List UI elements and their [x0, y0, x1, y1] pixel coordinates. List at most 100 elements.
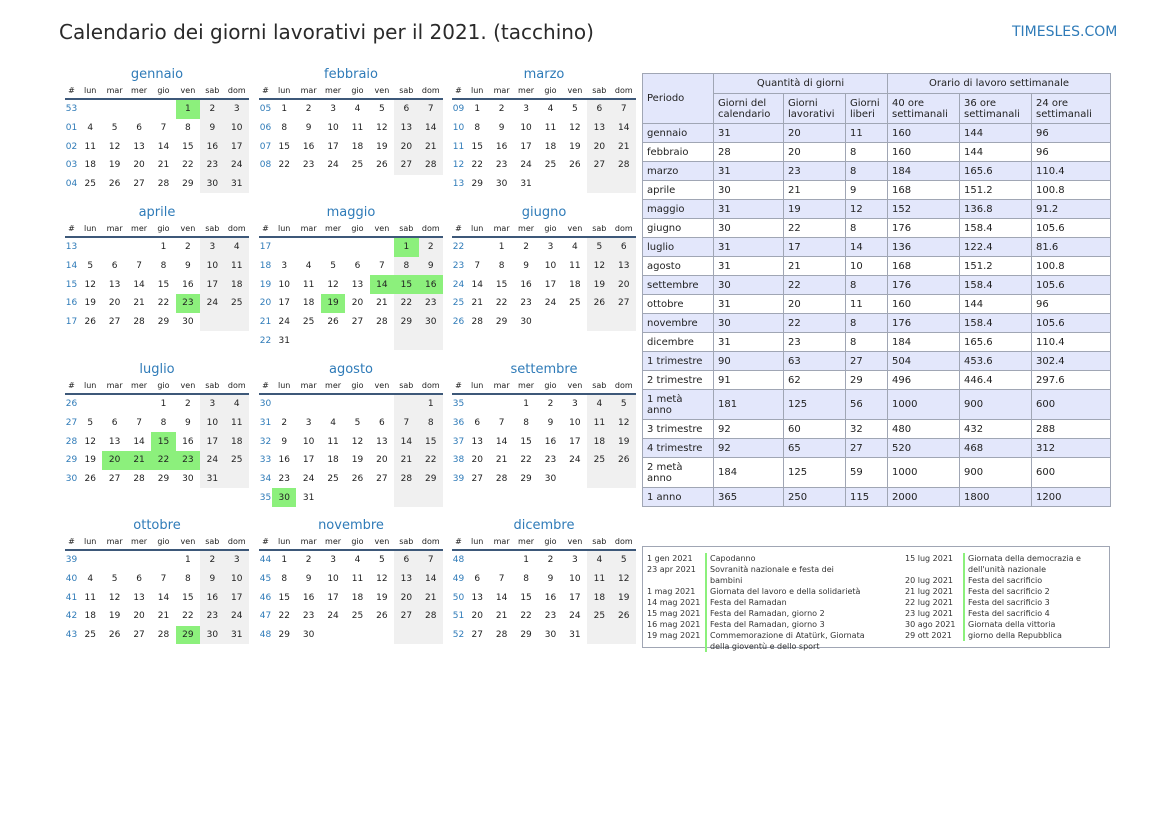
day-cell	[394, 625, 419, 645]
week-row: 32 9 10 11 12 13 14 15	[259, 432, 443, 452]
week-row: 26 28 29 30	[452, 312, 636, 332]
period-value: 165.6	[959, 332, 1033, 352]
week-number: 10	[452, 123, 465, 134]
holiday-entry: 20 lug 2021 Festa del sacrificio	[905, 575, 1105, 586]
day-cell: 3	[200, 237, 225, 257]
day-cell: 8	[185, 574, 191, 585]
week-row: 37 13 14 15 16 17 18 19	[452, 432, 636, 452]
period-row: ottobre 31 20 11 160 144 96	[642, 294, 1112, 314]
period-value: 136	[887, 237, 961, 257]
day-cell: 9	[305, 123, 312, 134]
period-row: giugno 30 22 8 176 158.4 105.6	[642, 218, 1112, 238]
period-name: aprile	[642, 180, 714, 200]
day-cell: 28	[418, 156, 443, 175]
day-cell: 1	[418, 394, 443, 414]
holiday-name: Festa del sacrificio 3	[963, 597, 1105, 608]
weekday-header: mar	[102, 534, 127, 551]
week-row: 46 15 16 17 18 19 20 21	[259, 588, 443, 608]
week-row: 04 25 26 27 28 29 30 31	[65, 174, 249, 194]
day-cell: 22	[495, 298, 508, 309]
period-value: 151.2	[959, 180, 1033, 200]
day-cell: 19	[84, 455, 96, 466]
day-cell: 21	[376, 298, 388, 309]
holiday-date: 30 ago 2021	[905, 620, 956, 629]
day-cell	[370, 626, 394, 645]
day-cell: 9	[305, 574, 312, 585]
day-cell: 21	[495, 455, 508, 466]
day-cell	[78, 394, 102, 414]
day-cell: 17	[200, 432, 225, 452]
week-row: 44 1 2 3 4 5 6 7	[259, 550, 443, 570]
week-number-header: #	[259, 83, 272, 100]
weekday-header: mar	[296, 221, 321, 238]
period-value: 20	[783, 142, 846, 162]
weekday-header: mar	[296, 83, 321, 100]
holiday-legend: 1 gen 2021 Capodanno 23 apr 2021 Sovranità …	[642, 546, 1110, 652]
weekday-header: mer	[513, 534, 539, 551]
period-value: 31	[713, 294, 784, 314]
month-name: agosto	[329, 362, 373, 377]
day-cell: 17	[327, 141, 339, 152]
month-name: luglio	[139, 362, 175, 377]
period-value: 504	[887, 351, 961, 371]
day-cell: 24	[224, 156, 249, 175]
day-cell: 2	[418, 237, 443, 257]
week-number: 43	[65, 630, 78, 641]
holiday-date: 15 mag 2021	[647, 609, 701, 618]
weekday-header: lun	[78, 378, 103, 395]
weekday-header: dom	[418, 378, 443, 395]
day-cell: 15	[520, 592, 532, 603]
day-cell: 17	[224, 137, 249, 157]
day-cell: 4	[87, 123, 94, 134]
day-cell: 5	[611, 394, 636, 414]
day-cell: 14	[157, 141, 170, 152]
period-row: gennaio 31 20 11 160 144 96	[642, 123, 1112, 143]
weekday-header: mer	[320, 83, 346, 100]
day-cell: 20	[587, 137, 612, 157]
holiday-date: 21 lug 2021	[905, 587, 953, 596]
day-cell: 22	[418, 451, 443, 470]
day-cell: 27	[611, 294, 636, 313]
period-row: 1 trimestre 90 63 27 504 453.6 302.4	[642, 351, 1112, 371]
period-value: 152	[887, 199, 961, 219]
month-name: marzo	[523, 67, 565, 82]
day-cell	[394, 331, 419, 351]
week-number: 38	[452, 455, 465, 466]
day-cell: 4	[224, 394, 249, 414]
day-cell	[489, 394, 513, 414]
period-value: 17	[783, 237, 846, 257]
day-cell	[224, 312, 249, 332]
day-cell: 11	[544, 123, 557, 134]
weekday-header: lun	[272, 83, 297, 100]
weekday-header: gio	[345, 378, 370, 395]
day-cell: 2	[498, 104, 505, 115]
day-cell: 31	[520, 179, 532, 190]
period-value: 110.4	[1031, 332, 1112, 352]
site-link[interactable]: TIMESLES.COM	[1012, 24, 1118, 40]
week-number: 35	[452, 399, 465, 410]
day-cell	[321, 237, 345, 257]
day-cell: 16	[544, 436, 557, 447]
holiday-column-left: 1 gen 2021 Capodanno 23 apr 2021 Sovranità …	[647, 553, 867, 652]
header-working-days: Giorni lavorativi	[783, 93, 846, 124]
day-cell: 11	[302, 279, 315, 290]
period-row: maggio 31 19 12 152 136.8 91.2	[642, 199, 1112, 219]
week-row: 21 24 25 26 27 28 29 30	[259, 312, 443, 332]
week-row: 30 26 27 28 29 30 31	[65, 469, 249, 489]
day-cell: 11	[587, 413, 612, 433]
period-value: 12	[844, 199, 889, 219]
day-cell: 6	[136, 123, 142, 134]
day-cell: 4	[330, 418, 336, 429]
weekday-header: ven	[562, 83, 588, 100]
day-cell: 9	[498, 123, 505, 134]
day-cell: 1	[523, 555, 529, 566]
holiday-name: Giornata della democrazia e dell'unità n…	[963, 553, 1105, 575]
day-cell: 9	[547, 574, 554, 585]
day-cell: 3	[305, 418, 312, 429]
day-cell: 18	[327, 455, 339, 466]
day-cell: 28	[157, 179, 170, 190]
day-cell: 30	[182, 474, 194, 485]
day-cell: 20	[133, 611, 145, 622]
period-value: 8	[844, 313, 889, 333]
week-row: 39 27 28 29 30	[452, 469, 636, 489]
